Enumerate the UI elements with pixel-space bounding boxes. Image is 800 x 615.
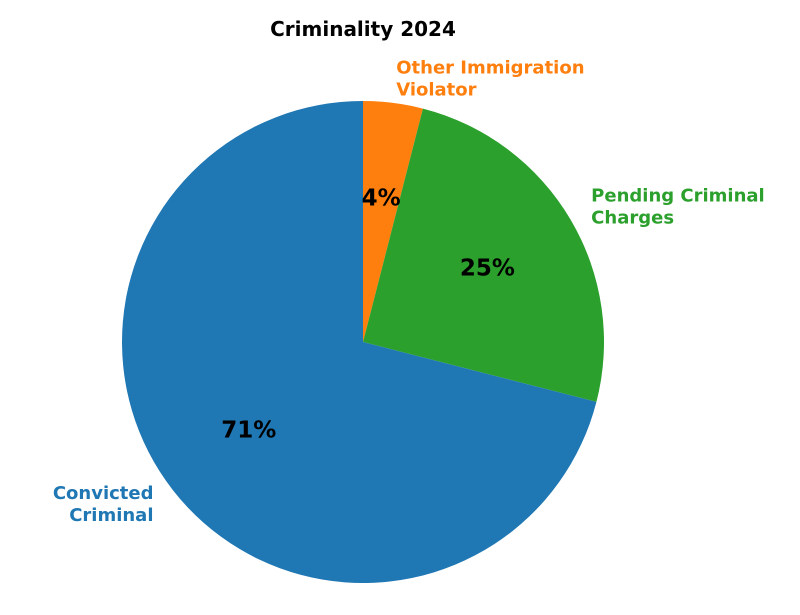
pie-labels: 4% Other Immigration Violator 25% Pending Cr… (53, 57, 765, 525)
chart-title: Criminality 2024 (270, 17, 456, 41)
pct-label-pending-criminal-charges: 25% (460, 255, 515, 281)
category-label-pending-criminal-charges: Pending Criminal Charges (591, 186, 765, 229)
pie-slice-pending-criminal-charges (363, 108, 604, 402)
pie-slice-convicted-criminal (122, 101, 597, 583)
pie-slice-other-immigration-violator (363, 101, 423, 342)
category-label-other-immigration-violator: Other Immigration Violator (396, 57, 584, 100)
pct-label-other-immigration-violator: 4% (362, 186, 401, 212)
pct-label-convicted-criminal: 71% (221, 418, 276, 444)
pie-slices (122, 101, 604, 583)
category-label-convicted-criminal: Convicted Criminal (53, 483, 154, 526)
